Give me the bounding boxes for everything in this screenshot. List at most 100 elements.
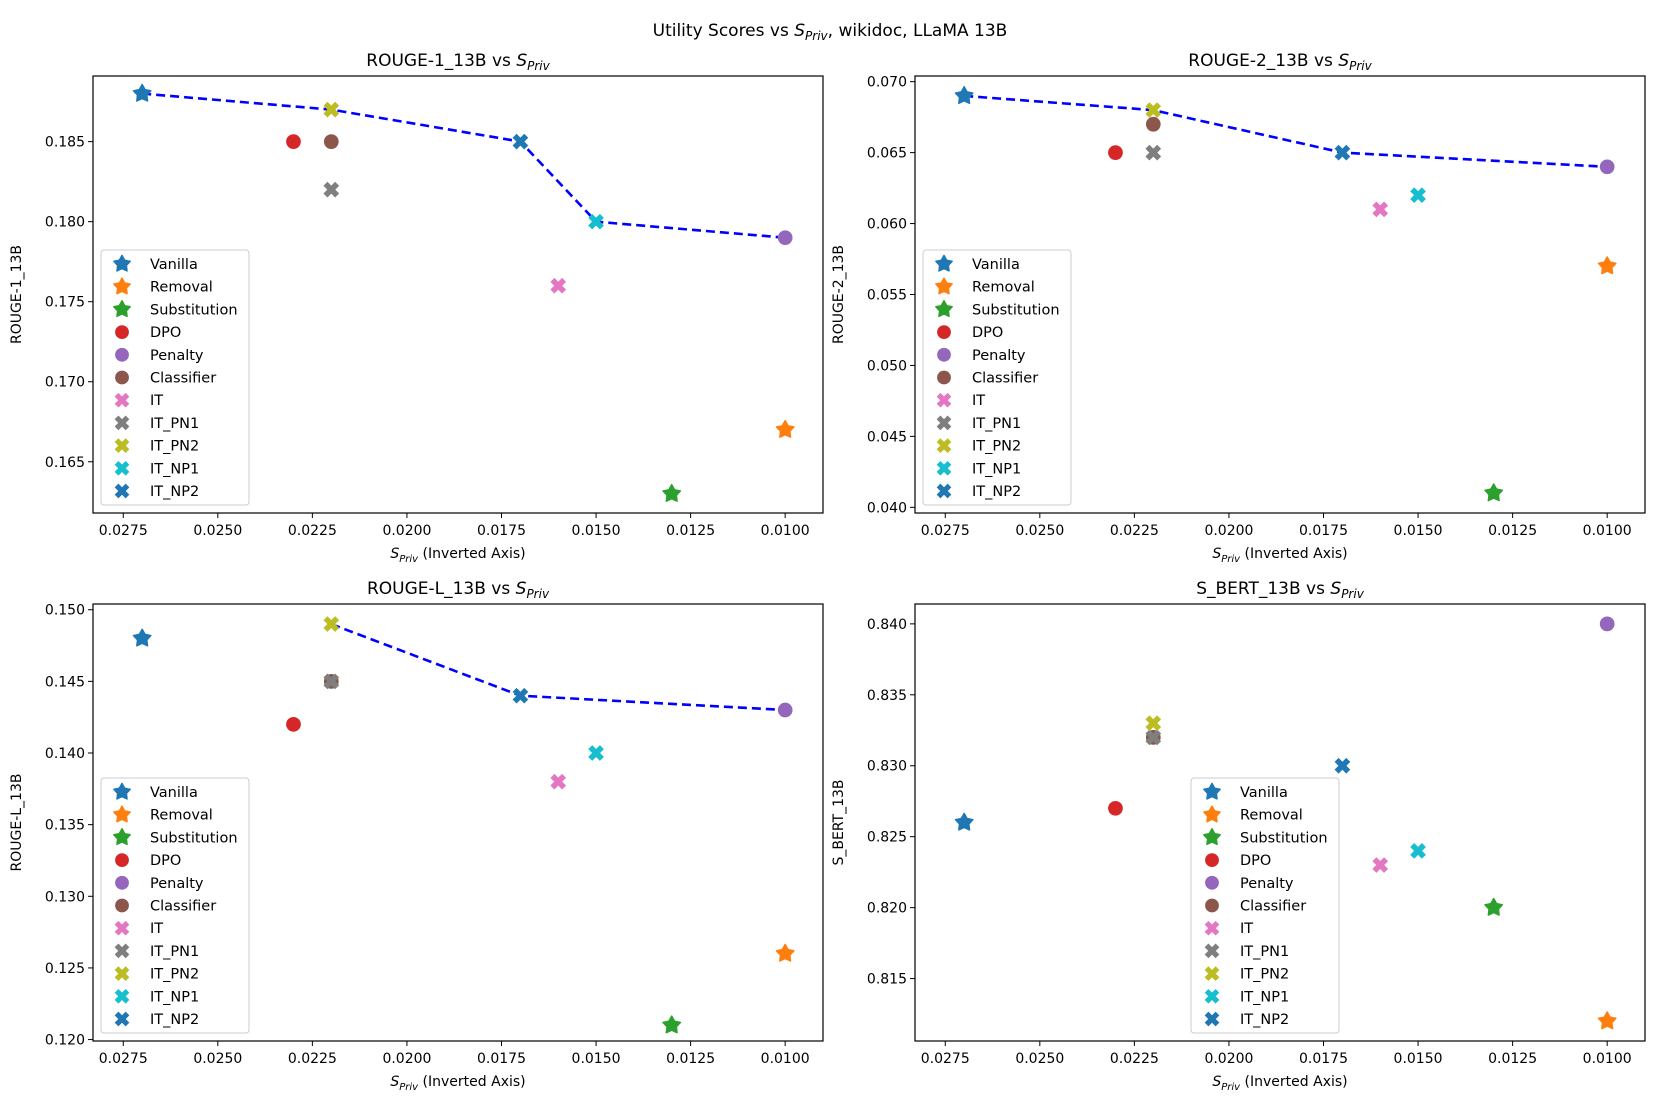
plot-frame: [914, 603, 1646, 1042]
legend-marker-removal: [113, 805, 131, 823]
point-it-np1: [588, 213, 604, 230]
point-it-np1: [588, 745, 604, 761]
y-tick-label: 0.835: [867, 688, 907, 704]
legend-marker-dpo: [115, 853, 129, 867]
plot-frame: [92, 603, 824, 1042]
point-it: [550, 773, 567, 790]
legend-box: [922, 249, 1072, 506]
x-tick-label: 0.0225: [288, 1051, 337, 1067]
legend-marker-dpo: [1205, 853, 1219, 867]
y-tick-label: 0.120: [45, 1033, 85, 1049]
pareto-frontier-line: [142, 92, 786, 239]
point-removal: [1597, 1011, 1617, 1030]
x-axis-label: SPriv (Inverted Axis): [1212, 1074, 1347, 1093]
plot-frame: [914, 75, 1646, 514]
x-axis-label: SPriv (Inverted Axis): [390, 546, 525, 565]
point-it-np2: [1334, 757, 1351, 774]
subplot-4: S_BERT_13B vs SPriv 0.0275 0.0250 0.0225 0.0…: [831, 579, 1646, 1093]
legend-label: Vanilla: [1240, 785, 1288, 801]
legend-marker-penalty: [115, 875, 129, 890]
legend-label: IT_NP2: [150, 1012, 199, 1028]
y-axis-label: ROUGE-1_13B: [9, 245, 25, 344]
y-tick-label: 0.050: [867, 358, 907, 374]
legend-marker-it-np1: [114, 460, 130, 476]
point-removal: [775, 419, 795, 438]
legend-label: Vanilla: [150, 785, 198, 801]
x-tick-label: 0.0200: [382, 1051, 431, 1067]
legend-marker-substitution: [113, 828, 131, 846]
point-it-np1: [1410, 187, 1426, 204]
legend-marker-it-np2: [114, 1011, 130, 1027]
y-tick-label: 0.150: [45, 603, 85, 619]
x-tick-label: 0.0225: [1110, 523, 1159, 539]
figure-suptitle: Utility Scores vs SPriv, wikidoc, LLaMA …: [653, 21, 1008, 43]
legend-marker-classifier: [115, 370, 129, 385]
legend-marker-penalty: [115, 347, 129, 362]
legend-label: IT_NP2: [972, 484, 1021, 500]
legend-marker-dpo: [937, 325, 951, 339]
x-tick-label: 0.0175: [477, 1051, 526, 1067]
subplot-title: S_BERT_13B vs SPriv: [1196, 579, 1364, 601]
legend-label: Classifier: [1240, 899, 1306, 915]
legend-label: IT_PN2: [972, 439, 1021, 455]
legend-label: IT_PN1: [150, 944, 199, 960]
legend-label: Substitution: [1240, 830, 1328, 846]
x-tick-label: 0.0125: [666, 523, 715, 539]
legend-label: IT: [972, 393, 985, 409]
legend-marker-substitution: [113, 300, 131, 318]
x-tick-label: 0.0150: [1394, 1051, 1443, 1067]
legend-label: IT_PN1: [1240, 944, 1289, 960]
legend-marker-vanilla: [1203, 782, 1221, 800]
x-tick-label: 0.0150: [572, 1051, 621, 1067]
point-it-pn2: [1145, 715, 1162, 732]
legend-label: Classifier: [150, 899, 216, 915]
x-axis-label: SPriv (Inverted Axis): [1212, 546, 1347, 565]
x-tick-label: 0.0225: [1110, 1051, 1159, 1067]
x-tick-label: 0.0275: [921, 1051, 970, 1067]
legend-label: Substitution: [150, 830, 238, 846]
legend-marker-it-pn1: [114, 415, 130, 431]
point-substitution: [662, 483, 682, 502]
y-tick-label: 0.840: [867, 617, 907, 633]
x-tick-label: 0.0100: [1583, 523, 1632, 539]
legend-marker-removal: [1203, 805, 1221, 823]
legend-label: Removal: [1240, 808, 1303, 824]
x-tick-label: 0.0100: [761, 1051, 810, 1067]
point-penalty: [777, 702, 793, 718]
point-classifier: [323, 134, 339, 149]
point-it-pn1: [1145, 729, 1162, 746]
legend-marker-it-pn1: [936, 415, 952, 431]
legend-box: [1190, 777, 1340, 1034]
legend-label: Removal: [972, 280, 1035, 296]
point-it-pn1: [1145, 144, 1162, 161]
y-tick-label: 0.065: [867, 146, 907, 162]
legend-marker-vanilla: [113, 254, 131, 272]
y-tick-label: 0.070: [867, 75, 907, 91]
point-penalty: [1599, 159, 1615, 175]
legend-label: DPO: [150, 853, 181, 869]
legend-label: DPO: [150, 325, 181, 341]
legend-marker-classifier: [937, 370, 951, 385]
legend-label: IT_NP1: [150, 989, 199, 1005]
legend: Vanilla Removal Substitution DPO Penalty Clas…: [100, 249, 250, 506]
y-tick-label: 0.170: [45, 375, 85, 391]
legend-label: Vanilla: [150, 257, 198, 273]
subplot-title: ROUGE-L_13B vs SPriv: [367, 579, 550, 601]
y-tick-label: 0.140: [45, 746, 85, 762]
point-dpo: [1108, 800, 1123, 816]
legend-label: IT_PN1: [150, 416, 199, 432]
x-tick-label: 0.0175: [477, 523, 526, 539]
legend-label: IT: [150, 921, 163, 937]
subplot-title: ROUGE-1_13B vs SPriv: [366, 51, 550, 73]
legend-marker-removal: [113, 277, 131, 295]
y-tick-label: 0.055: [867, 288, 907, 304]
y-tick-label: 0.825: [867, 830, 907, 846]
point-it: [550, 277, 567, 294]
x-tick-label: 0.0175: [1299, 523, 1348, 539]
point-dpo: [1108, 145, 1123, 160]
legend-marker-penalty: [1205, 875, 1219, 890]
y-tick-label: 0.130: [45, 889, 85, 905]
point-penalty: [777, 230, 793, 246]
point-dpo: [286, 716, 301, 732]
